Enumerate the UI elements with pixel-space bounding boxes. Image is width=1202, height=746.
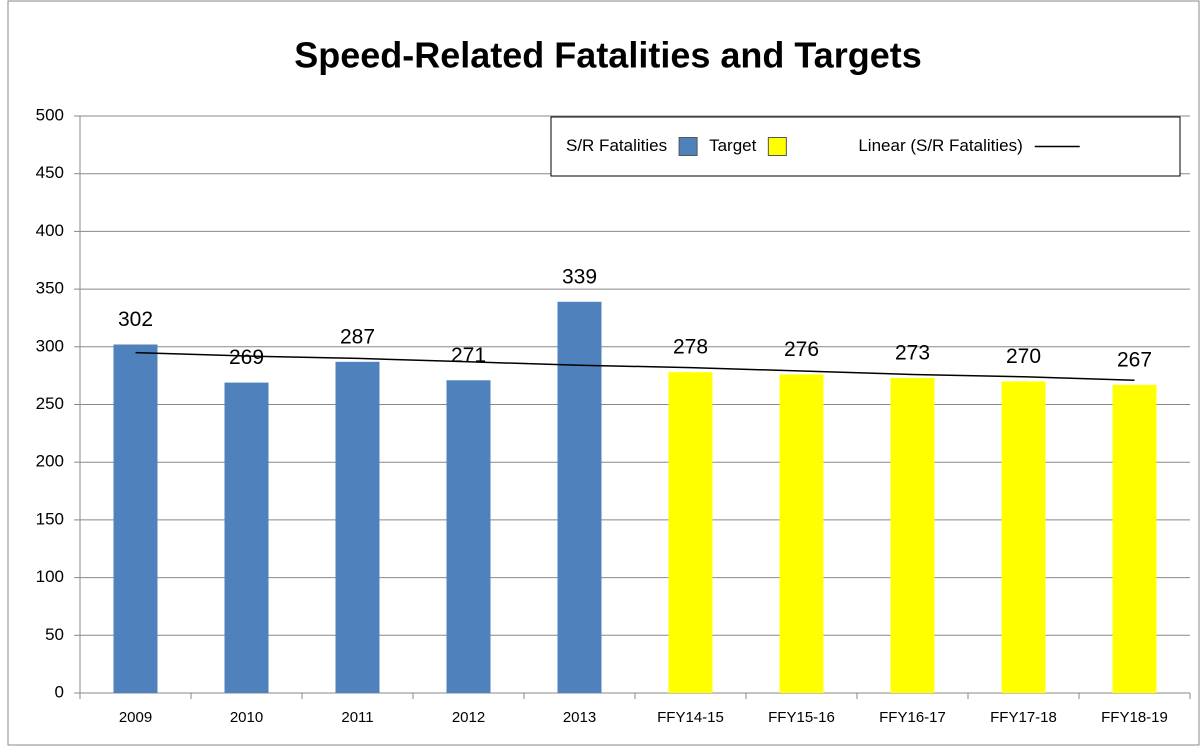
- x-tick-label: FFY16-17: [879, 709, 946, 726]
- bar: [335, 361, 380, 693]
- chart-title: Speed-Related Fatalities and Targets: [294, 35, 922, 76]
- data-label: 339: [562, 265, 597, 288]
- y-tick-label: 0: [55, 682, 64, 701]
- y-tick-label: 400: [36, 221, 64, 240]
- data-label: 276: [784, 338, 819, 361]
- x-tick-label: 2009: [119, 709, 152, 726]
- bar: [668, 372, 713, 693]
- y-tick-label: 350: [36, 279, 64, 298]
- y-tick-label: 250: [36, 394, 64, 413]
- legend-swatch: [678, 137, 698, 156]
- x-tick-label: FFY14-15: [657, 709, 724, 726]
- bar: [557, 301, 602, 693]
- data-label: 302: [118, 308, 153, 331]
- legend-label: Target: [709, 136, 757, 155]
- bar: [890, 377, 935, 693]
- x-tick-label: FFY15-16: [768, 709, 835, 726]
- y-tick-label: 300: [36, 336, 64, 355]
- data-label: 287: [340, 325, 375, 348]
- x-tick-label: FFY18-19: [1101, 709, 1168, 726]
- y-tick-label: 200: [36, 452, 64, 471]
- bar: [1112, 384, 1157, 693]
- y-tick-label: 450: [36, 163, 64, 182]
- bar: [224, 382, 269, 693]
- x-tick-label: 2012: [452, 709, 485, 726]
- x-tick-label: 2013: [563, 709, 596, 726]
- data-label: 278: [673, 336, 708, 359]
- data-label: 273: [895, 342, 930, 365]
- legend-label: Linear (S/R Fatalities): [858, 136, 1022, 155]
- x-tick-label: FFY17-18: [990, 709, 1057, 726]
- data-label: 271: [451, 344, 486, 367]
- x-tick-label: 2010: [230, 709, 263, 726]
- data-label: 270: [1006, 345, 1041, 368]
- data-label: 267: [1117, 348, 1152, 371]
- bar: [779, 374, 824, 693]
- data-label: 269: [229, 346, 264, 369]
- legend-swatch: [767, 137, 787, 156]
- bar: [1001, 381, 1046, 693]
- y-tick-label: 500: [36, 105, 64, 124]
- y-tick-label: 100: [36, 567, 64, 586]
- y-tick-label: 50: [45, 625, 64, 644]
- x-tick-label: 2011: [341, 709, 373, 726]
- bar: [446, 380, 491, 693]
- bar: [113, 344, 158, 693]
- y-tick-label: 150: [36, 509, 64, 528]
- trend-line: [135, 351, 1135, 382]
- legend-label: S/R Fatalities: [566, 136, 667, 155]
